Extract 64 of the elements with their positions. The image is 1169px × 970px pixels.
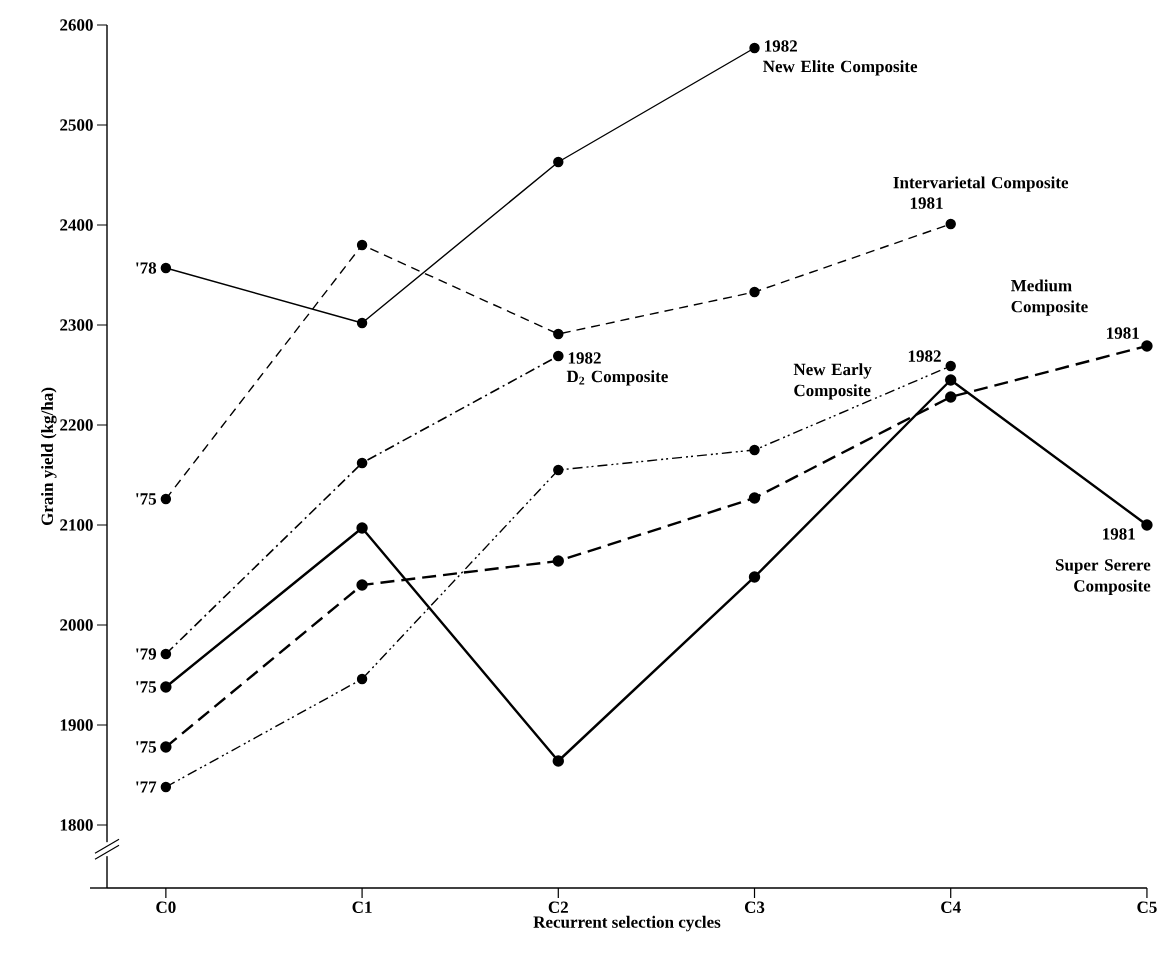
point (356, 579, 368, 591)
y-tick-label: 2300 (60, 319, 93, 331)
text: Medium Composite (1011, 279, 1088, 316)
point (160, 781, 172, 793)
y-tick-label: 1800 (60, 819, 93, 831)
point (945, 218, 956, 230)
point (749, 42, 760, 54)
x-tick-label: C4 (941, 901, 961, 913)
point (160, 681, 172, 693)
point (552, 755, 564, 767)
series-label: New Early Composite (793, 363, 872, 400)
x-tick-label: C5 (1137, 901, 1157, 913)
point (945, 391, 957, 403)
point (749, 444, 760, 456)
point (356, 673, 368, 685)
point (356, 457, 368, 469)
y-tick-label: 2500 (60, 119, 93, 131)
y-tick-label: 2100 (60, 519, 93, 531)
annotation: 1982 (908, 350, 941, 362)
annotation: '75 (136, 741, 157, 753)
annotation: '78 (136, 262, 157, 274)
annotation: 1981 (1103, 528, 1135, 540)
series-label: Super Serere Composite (1055, 559, 1151, 596)
y-axis-title: Grain yield (kg/ha) (41, 387, 57, 526)
point (552, 555, 564, 567)
y-tick-label: 1900 (60, 719, 93, 731)
point (1141, 519, 1153, 531)
annotation: '75 (136, 493, 157, 505)
point (748, 492, 761, 504)
point (553, 328, 564, 340)
annotation: '79 (136, 648, 157, 660)
point (356, 239, 368, 251)
annotation: '77 (136, 781, 157, 793)
point (749, 286, 760, 298)
x-tick-label: C3 (744, 901, 765, 913)
text: Intervarietal Composite (893, 176, 1069, 192)
x-tick-label: C0 (156, 901, 176, 914)
annotation: 1981 (1107, 327, 1139, 339)
point (553, 156, 564, 168)
annotation: 1982 (568, 352, 601, 364)
y-tick-label: 2200 (60, 419, 93, 431)
point (160, 741, 172, 753)
point (553, 464, 564, 476)
annotation: 1981 (910, 197, 943, 209)
point (356, 522, 368, 534)
y-tick-label: 2400 (60, 219, 93, 231)
series-label: New Elite Composite (763, 60, 918, 76)
y-tick-label: 2000 (60, 619, 93, 631)
point (356, 317, 368, 329)
point (945, 360, 956, 372)
point (160, 493, 172, 505)
y-tick-label: 2600 (60, 19, 93, 31)
x-tick-label: C1 (352, 901, 372, 913)
point (553, 350, 564, 362)
series-label: D$_{2}$ Composite (566, 370, 668, 386)
x-axis-title: Recurrent selection cycles (533, 915, 721, 932)
point (160, 262, 172, 274)
point (945, 374, 957, 386)
point (160, 648, 172, 660)
x-tick-label: C2 (548, 901, 568, 913)
point (1141, 340, 1153, 352)
annotation: '75 (136, 681, 157, 693)
point (748, 571, 761, 583)
annotation: 1982 (765, 40, 797, 52)
